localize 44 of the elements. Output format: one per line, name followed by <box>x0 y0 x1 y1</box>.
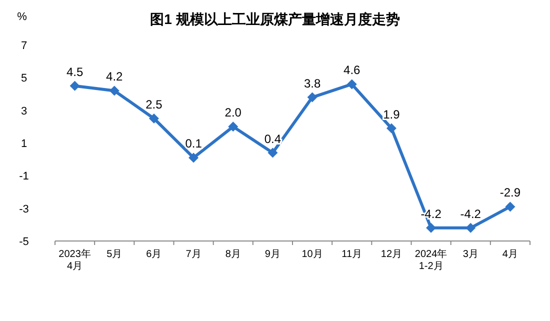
x-tick-label: 10月 <box>302 249 323 260</box>
x-tick-label: 6月 <box>146 249 162 260</box>
data-label: 2.0 <box>224 106 242 120</box>
y-tick-label: -1 <box>19 170 29 183</box>
y-tick-label: 3 <box>20 105 28 118</box>
x-tick-label: 5月 <box>106 249 122 260</box>
y-tick-label: 1 <box>20 138 28 150</box>
point <box>188 152 199 163</box>
data-label: 4.5 <box>66 64 84 79</box>
data-label: 0.4 <box>264 132 282 146</box>
data-label: 2.5 <box>146 98 163 112</box>
y-tick-label: 5 <box>20 72 28 85</box>
y-axis-title: % <box>17 11 28 23</box>
x-tick-label: 8月 <box>225 249 241 260</box>
point <box>466 222 476 233</box>
point <box>148 114 159 124</box>
point <box>268 148 278 158</box>
x-tick-label: 12月 <box>380 249 402 260</box>
data-label: -2.9 <box>500 186 521 200</box>
data-label: -4.2 <box>460 206 482 221</box>
y-tick-label: 7 <box>20 40 28 52</box>
data-label: 1.9 <box>383 107 400 122</box>
point <box>426 222 436 233</box>
point <box>109 86 120 96</box>
x-tick-label: 3月 <box>462 249 478 260</box>
x-tick-label: 9月 <box>264 249 280 260</box>
point <box>386 123 396 134</box>
point <box>346 79 357 90</box>
y-tick-label: -3 <box>19 203 29 216</box>
point <box>70 80 80 91</box>
data-label: 3.8 <box>304 76 321 90</box>
x-tick-label: 2024年 1-2月 <box>414 248 448 272</box>
x-tick-label: 11月 <box>342 249 362 260</box>
data-label: 4.2 <box>106 70 124 84</box>
point <box>307 92 318 102</box>
point <box>228 122 238 132</box>
y-tick-label: -5 <box>19 236 29 248</box>
x-tick-label: 4月 <box>502 249 518 260</box>
data-label: 4.6 <box>344 63 361 78</box>
x-tick-label: 2023年 4月 <box>58 248 91 272</box>
x-tick-label: 7月 <box>186 249 202 260</box>
point <box>505 202 516 212</box>
chart-title: 图1 规模以上工业原煤产量增速月度走势 <box>150 11 400 27</box>
data-label: 0.1 <box>185 136 202 151</box>
